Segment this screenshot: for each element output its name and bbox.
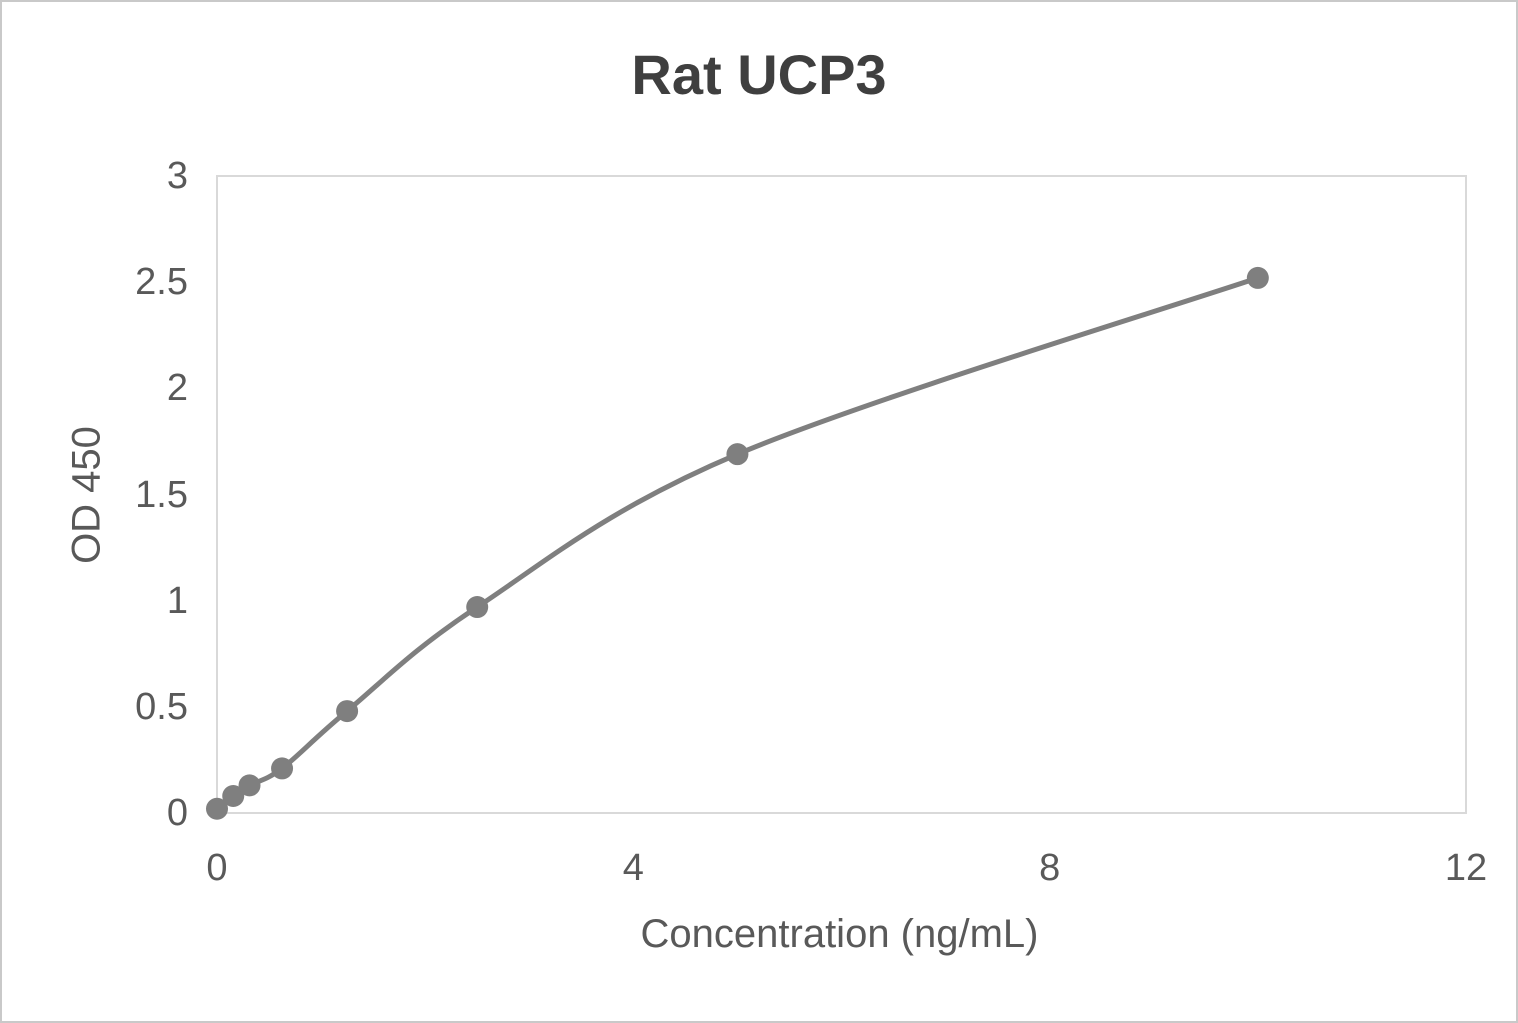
x-tick-label: 4	[622, 847, 644, 889]
y-tick-label: 2	[166, 367, 188, 410]
data-point-marker	[271, 757, 294, 780]
x-tick-label: 12	[1444, 847, 1488, 889]
plot-border	[216, 175, 1467, 814]
data-point-marker	[336, 700, 359, 723]
data-point-marker	[726, 443, 749, 466]
data-point-marker	[466, 596, 489, 619]
standard-curve-line	[214, 275, 1261, 812]
data-point-marker	[222, 785, 245, 808]
data-point-marker	[206, 797, 228, 820]
y-tick-label: 1	[166, 579, 188, 622]
x-tick-label: 0	[206, 847, 228, 889]
chart-title: Rat UCP3	[631, 43, 887, 106]
y-tick-label: 1.5	[135, 473, 188, 516]
data-point-marker	[238, 774, 261, 797]
y-tick-label: 2.5	[135, 261, 188, 304]
x-axis-title: Concentration (ng/mL)	[640, 912, 1039, 956]
y-tick-label: 0	[166, 792, 188, 834]
y-tick-label: 0.5	[135, 685, 188, 728]
y-tick-label: 3	[166, 155, 188, 197]
data-point-marker	[1246, 266, 1269, 289]
x-tick-label: 8	[1039, 847, 1061, 889]
